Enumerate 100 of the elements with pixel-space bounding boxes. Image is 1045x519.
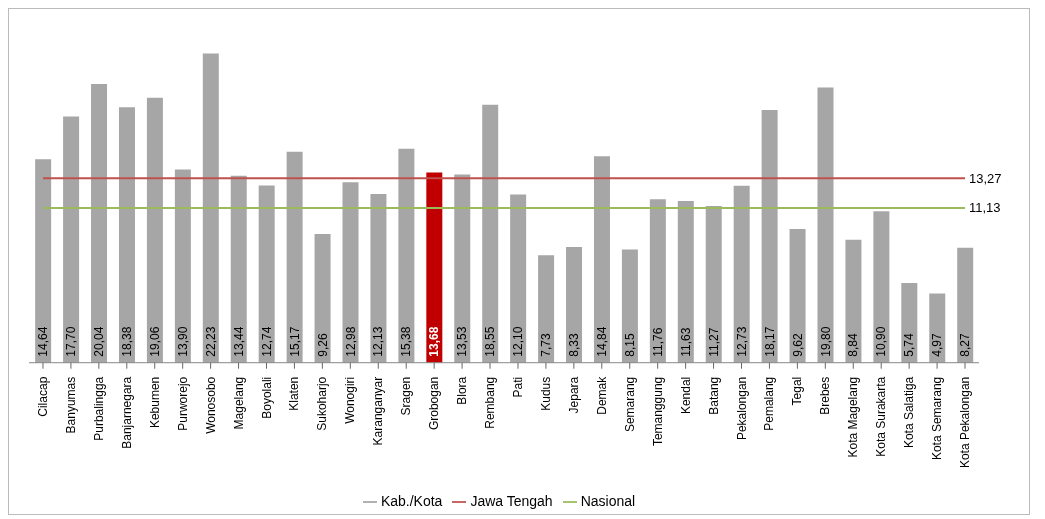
x-tick-label: Grobogan [427,376,442,431]
x-tick-label: Magelang [231,376,246,430]
data-label: 12,13 [371,326,386,357]
data-label: 19,06 [147,326,162,357]
bar [789,228,806,363]
x-tick-label: Kebumen [147,376,162,429]
x-tick-label: Pati [510,376,525,398]
x-tick-label: Klaten [287,376,302,411]
data-label: 8,27 [958,333,973,357]
data-label: 14,64 [36,326,51,357]
data-label: 13,90 [175,326,190,357]
bar [118,107,135,363]
x-tick-label: Brebes [818,376,833,415]
bar [621,249,638,363]
legend-label: Kab./Kota [380,492,443,509]
bar [35,159,52,363]
x-tick-label: Banjarnegara [119,376,134,449]
bar [845,239,862,363]
x-tick-label: Kota Pekalongan [958,376,973,469]
data-label: 10,90 [874,326,889,357]
bar [314,233,331,363]
bar [873,211,890,363]
bar [593,156,610,363]
bar [174,169,191,363]
data-label: 11,27 [706,327,721,357]
x-tick-label: Kota Semarang [930,376,945,461]
data-label: 11,63 [678,327,693,357]
bar [258,185,275,363]
bar [566,246,583,363]
data-label: 13,27 [969,170,1002,186]
x-tick-label: Banyumas [63,376,78,434]
data-label: 15,38 [399,326,414,357]
data-label: 18,55 [483,326,498,357]
data-label: 14,84 [594,326,609,357]
x-tick-label: Blora [455,376,470,405]
data-label: 8,33 [567,333,582,357]
data-label: 9,26 [315,333,330,357]
data-label: 13,44 [231,326,246,357]
data-label: 18,38 [119,326,134,357]
bar [91,84,108,363]
x-tick-label: Kota Salatiga [902,376,917,449]
data-label: 12,73 [734,326,749,357]
bar [957,247,974,363]
data-label: 8,84 [846,333,861,357]
bar [454,174,471,363]
x-tick-label: Wonogiri [343,376,358,424]
x-tick-label: Temanggung [650,376,665,447]
bar [677,201,694,363]
x-tick-label: Cilacap [35,376,50,417]
bar [733,185,750,363]
x-tick-label: Sragen [399,376,414,416]
legend-label: Jawa Tengah [470,492,553,509]
bar [538,255,555,363]
data-label: 19,80 [818,326,833,357]
x-tick-label: Rembang [483,376,498,429]
bar [342,182,359,363]
x-tick-label: Kudus [538,376,553,411]
legend-label: Nasional [580,492,636,509]
bar [649,199,666,363]
x-tick-label: Semarang [622,376,637,433]
data-label: 12,10 [511,326,526,357]
x-tick-label: Sukoharjo [315,376,330,431]
bar [817,87,834,363]
x-tick-label: Pemalang [762,376,777,431]
data-label: 8,15 [622,333,637,357]
bar [901,282,918,363]
bar [230,175,247,363]
x-tick-label: Kendal [678,376,693,415]
x-tick-label: Boyolali [259,376,274,419]
bar [370,194,387,363]
bar [705,206,722,363]
x-tick-label: Wonosobo [203,376,218,434]
x-tick-label: Demak [594,375,609,415]
x-tick-label: Tegal [790,376,805,406]
x-tick-label: Jepara [566,376,581,414]
x-tick-label: Batang [706,376,721,415]
x-tick-label: Pekalongan [734,376,749,441]
data-label: 11,76 [650,327,665,357]
bar [482,104,499,363]
data-label: 7,73 [539,333,554,357]
data-label: 20,04 [92,326,107,357]
data-label: 9,62 [790,333,805,357]
x-tick-label: Kota Surakarta [874,376,889,457]
data-label: 13,68 [427,326,442,357]
data-label: 12,74 [259,326,274,357]
x-tick-label: Kota Magelang [846,376,861,458]
data-label: 5,74 [902,333,917,357]
bar [761,110,778,363]
x-tick-label: Karanganyar [371,376,386,446]
bar [510,194,527,363]
data-label: 18,17 [762,326,777,357]
bar [398,148,415,363]
bar [202,53,219,363]
data-label: 11,13 [969,200,1001,216]
x-tick-label: Purbalingga [91,376,106,441]
data-label: 15,17 [287,326,302,357]
x-tick-label: Purworejo [175,376,190,431]
bar [63,116,80,363]
bar [286,151,303,363]
data-label: 4,97 [930,333,945,357]
